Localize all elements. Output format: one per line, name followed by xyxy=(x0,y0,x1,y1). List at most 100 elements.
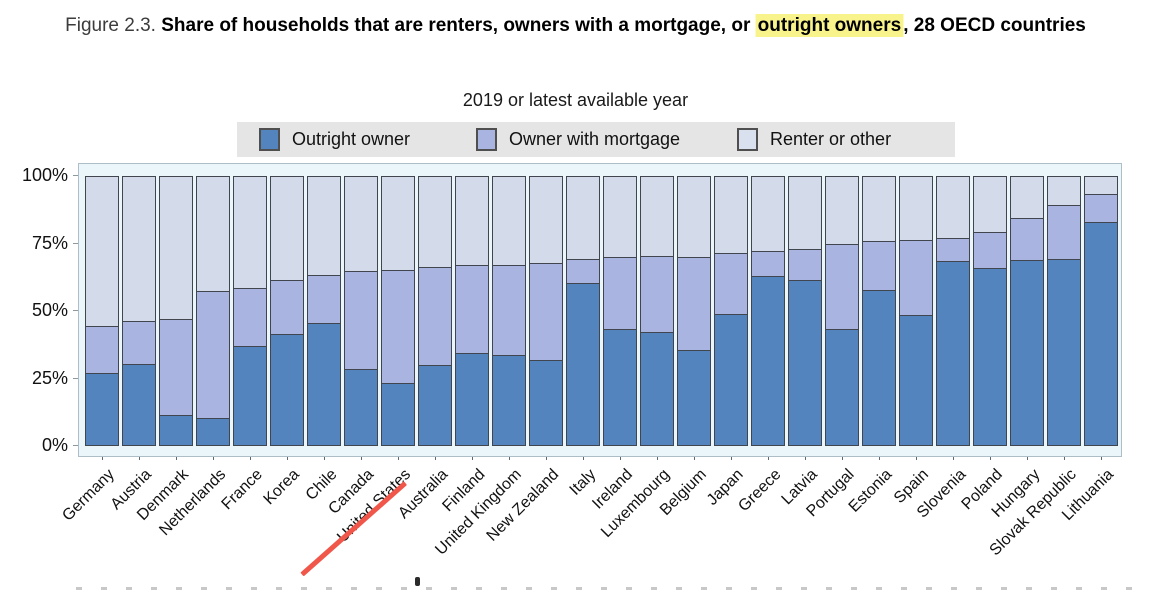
x-axis-tick-mark xyxy=(768,457,769,460)
bar-segment-renter-or-other xyxy=(1047,176,1081,206)
y-axis-tick-label-25pct: 25% xyxy=(31,367,68,388)
bar-segment-owner-with-mortgage xyxy=(233,289,267,348)
bar-segment-owner-with-mortgage xyxy=(307,275,341,325)
x-axis-tick-mark xyxy=(287,457,288,460)
x-axis-tick-mark xyxy=(953,457,954,460)
bar-segment-outright-owner xyxy=(973,269,1007,446)
bar-segment-outright-owner xyxy=(529,360,563,446)
bar-segment-outright-owner xyxy=(640,332,674,446)
bar-lithuania xyxy=(1084,176,1118,446)
bar-segment-outright-owner xyxy=(85,374,119,446)
x-axis-tick-mark xyxy=(1027,457,1028,460)
bar-united-states xyxy=(381,176,415,446)
figure-number: Figure 2.3. xyxy=(65,15,162,36)
x-axis-tick-mark xyxy=(657,457,658,460)
bar-segment-outright-owner xyxy=(344,370,378,446)
bar-segment-owner-with-mortgage xyxy=(825,244,859,330)
bar-segment-owner-with-mortgage xyxy=(751,251,785,278)
bar-segment-owner-with-mortgage xyxy=(529,263,563,361)
y-axis-tick-mark xyxy=(73,445,78,446)
bar-germany xyxy=(85,176,119,446)
bar-segment-owner-with-mortgage xyxy=(196,292,230,419)
x-axis-tick-mark xyxy=(250,457,251,460)
bar-segment-owner-with-mortgage xyxy=(418,267,452,367)
bar-segment-owner-with-mortgage xyxy=(862,242,896,291)
bar-segment-outright-owner xyxy=(196,418,230,446)
y-axis-tick-label-100pct: 100% xyxy=(21,165,68,185)
bar-segment-outright-owner xyxy=(1084,223,1118,446)
bar-segment-renter-or-other xyxy=(640,176,674,257)
x-axis-label-france: France xyxy=(218,466,267,514)
legend-item-owner-with-mortgage: Owner with mortgage xyxy=(476,122,680,157)
bar-segment-outright-owner xyxy=(714,315,748,446)
y-axis-tick-label-50pct: 50% xyxy=(31,300,68,320)
x-axis-tick-mark xyxy=(361,457,362,460)
bar-chile xyxy=(307,176,341,446)
bar-segment-owner-with-mortgage xyxy=(381,270,415,384)
chart-plot-area xyxy=(78,163,1122,457)
bar-segment-outright-owner xyxy=(751,277,785,446)
bar-segment-renter-or-other xyxy=(603,176,637,259)
title-text-after-highlight: , 28 OECD countries xyxy=(903,15,1086,36)
bar-segment-renter-or-other xyxy=(1010,176,1044,220)
bar-segment-owner-with-mortgage xyxy=(714,254,748,316)
bar-segment-renter-or-other xyxy=(677,176,711,259)
bar-segment-renter-or-other xyxy=(122,176,156,322)
bar-segment-renter-or-other xyxy=(455,176,489,267)
x-axis-tick-mark xyxy=(731,457,732,460)
bar-segment-renter-or-other xyxy=(1084,176,1118,195)
bar-segment-renter-or-other xyxy=(751,176,785,252)
cropped-text-remnant xyxy=(76,587,1138,590)
bar-segment-outright-owner xyxy=(270,335,304,446)
x-axis-tick-mark xyxy=(435,457,436,460)
bar-segment-renter-or-other xyxy=(529,176,563,264)
bar-segment-owner-with-mortgage xyxy=(344,271,378,371)
bar-segment-outright-owner xyxy=(307,324,341,446)
legend-label-owner-with-mortgage: Owner with mortgage xyxy=(509,129,681,149)
bar-segment-outright-owner xyxy=(566,283,600,446)
legend-item-renter-or-other: Renter or other xyxy=(737,122,891,157)
bar-new-zealand xyxy=(529,176,563,446)
legend-swatch-owner-with-mortgage xyxy=(476,128,497,151)
bar-segment-owner-with-mortgage xyxy=(566,259,600,284)
bar-spain xyxy=(899,176,933,446)
x-axis-tick-mark xyxy=(546,457,547,460)
x-axis-label-korea: Korea xyxy=(260,466,304,509)
bar-segment-owner-with-mortgage xyxy=(159,320,193,417)
legend-swatch-outright-owner xyxy=(259,128,280,151)
x-axis-tick-mark xyxy=(102,457,103,460)
y-axis-tick-label-0pct: 0% xyxy=(41,435,68,455)
bar-finland xyxy=(455,176,489,446)
bar-segment-renter-or-other xyxy=(85,176,119,328)
bar-slovak-republic xyxy=(1047,176,1081,446)
bar-segment-owner-with-mortgage xyxy=(1010,219,1044,262)
y-axis-tick-mark xyxy=(73,175,78,176)
bar-segment-owner-with-mortgage xyxy=(936,239,970,263)
bar-segment-outright-owner xyxy=(1047,259,1081,446)
bar-segment-renter-or-other xyxy=(307,176,341,276)
bar-united-kingdom xyxy=(492,176,526,446)
bar-segment-outright-owner xyxy=(159,416,193,446)
x-axis-tick-mark xyxy=(842,457,843,460)
x-axis-tick-mark xyxy=(176,457,177,460)
bar-segment-outright-owner xyxy=(677,351,711,446)
bar-segment-owner-with-mortgage xyxy=(492,266,526,356)
bar-hungary xyxy=(1010,176,1044,446)
x-axis-tick-mark xyxy=(694,457,695,460)
x-axis-tick-mark xyxy=(916,457,917,460)
legend-swatch-renter-or-other xyxy=(737,128,758,151)
bar-segment-renter-or-other xyxy=(344,176,378,272)
bar-segment-renter-or-other xyxy=(418,176,452,268)
x-axis-tick-mark xyxy=(805,457,806,460)
bar-japan xyxy=(714,176,748,446)
x-axis-tick-mark xyxy=(213,457,214,460)
legend-label-outright-owner: Outright owner xyxy=(292,129,411,149)
x-axis-tick-mark xyxy=(398,457,399,460)
chart-legend: Outright owner Owner with mortgage Rente… xyxy=(237,122,955,157)
bar-segment-outright-owner xyxy=(1010,261,1044,446)
bar-segment-renter-or-other xyxy=(381,176,415,271)
bar-segment-outright-owner xyxy=(788,281,822,446)
bar-segment-outright-owner xyxy=(381,383,415,446)
bar-segment-owner-with-mortgage xyxy=(603,258,637,330)
